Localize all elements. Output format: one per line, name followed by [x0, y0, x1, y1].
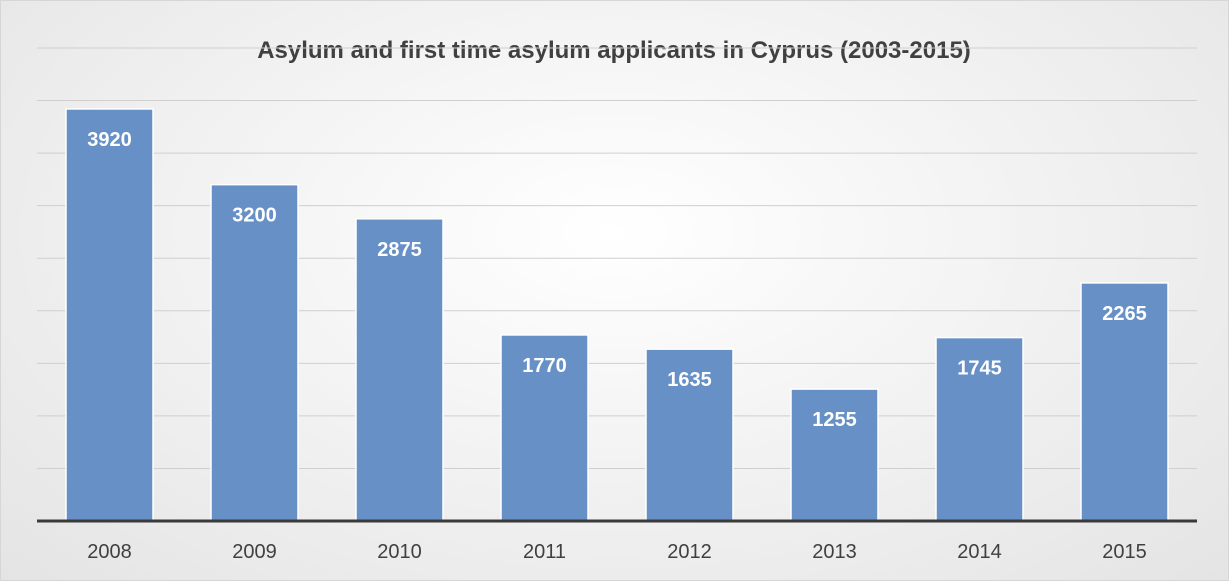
x-tick-labels: 2008 2009 2010 2011 2012 2013 2014 2015 [87, 541, 1147, 563]
x-tick-label-2012: 2012 [667, 541, 712, 563]
data-labels: 3920 3200 2875 1770 1635 1255 1745 2265 [87, 129, 1147, 431]
x-tick-label-2015: 2015 [1102, 541, 1147, 563]
data-label-2010: 2875 [377, 239, 422, 261]
x-tick-label-2010: 2010 [377, 541, 422, 563]
bar-2015 [1080, 282, 1169, 522]
bar-2009 [210, 183, 299, 522]
bar-2010 [355, 218, 444, 522]
x-tick-label-2009: 2009 [232, 541, 277, 563]
x-tick-label-2014: 2014 [957, 541, 1002, 563]
x-tick-label-2008: 2008 [87, 541, 132, 563]
chart-title: Asylum and first time asylum applicants … [257, 37, 971, 64]
data-label-2013: 1255 [812, 409, 857, 431]
x-tick-label-2013: 2013 [812, 541, 857, 563]
data-label-2008: 3920 [87, 129, 132, 151]
data-label-2009: 3200 [232, 205, 277, 227]
bars [65, 108, 1169, 522]
data-label-2014: 1745 [957, 358, 1002, 380]
data-label-2012: 1635 [667, 369, 712, 391]
x-tick-label-2011: 2011 [523, 541, 566, 563]
data-label-2011: 1770 [522, 355, 567, 377]
bar-2008 [65, 108, 154, 522]
data-label-2015: 2265 [1102, 303, 1147, 325]
